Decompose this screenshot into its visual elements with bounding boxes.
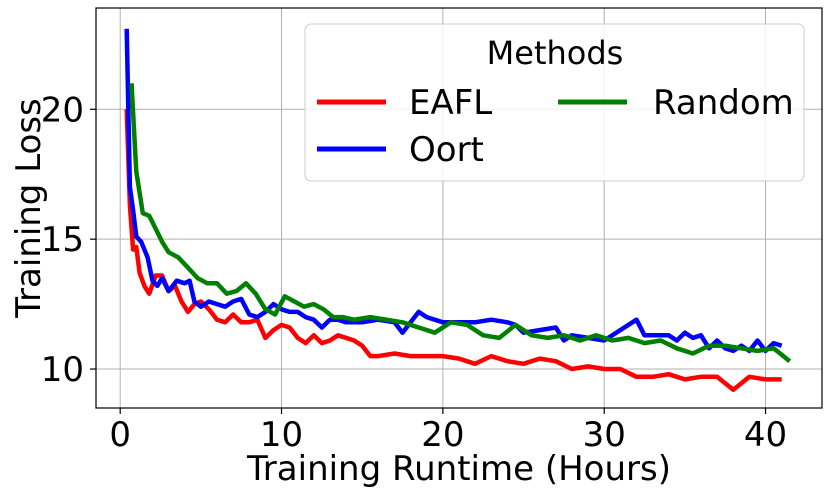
series-line-random (129, 83, 792, 363)
series-line-eafl (124, 109, 782, 393)
x-tick-label: 20 (421, 415, 464, 455)
x-tick-label: 40 (744, 415, 787, 455)
x-tick-label: 10 (260, 415, 303, 455)
legend-label-oort: Oort (409, 130, 484, 170)
legend: Methods EAFL Oort Random (304, 23, 805, 182)
y-tick-label: 15 (41, 220, 84, 260)
y-axis-label: Training Loss (9, 98, 49, 319)
x-tick-label: 0 (109, 415, 131, 455)
plot-frame (95, 7, 823, 409)
y-tick-label: 20 (41, 90, 84, 130)
x-axis-label: Training Runtime (Hours) (246, 449, 671, 489)
legend-title: Methods (487, 34, 624, 72)
legend-label-random: Random (653, 83, 794, 123)
y-tick-label: 10 (41, 350, 84, 390)
axis-ticks: 0 10 20 30 40 10 15 20 (41, 90, 787, 455)
legend-label-eafl: EAFL (409, 83, 492, 123)
legend-box (304, 23, 805, 182)
x-tick-label: 30 (583, 415, 626, 455)
series-line-oort (124, 28, 783, 354)
series-lines (124, 28, 792, 393)
